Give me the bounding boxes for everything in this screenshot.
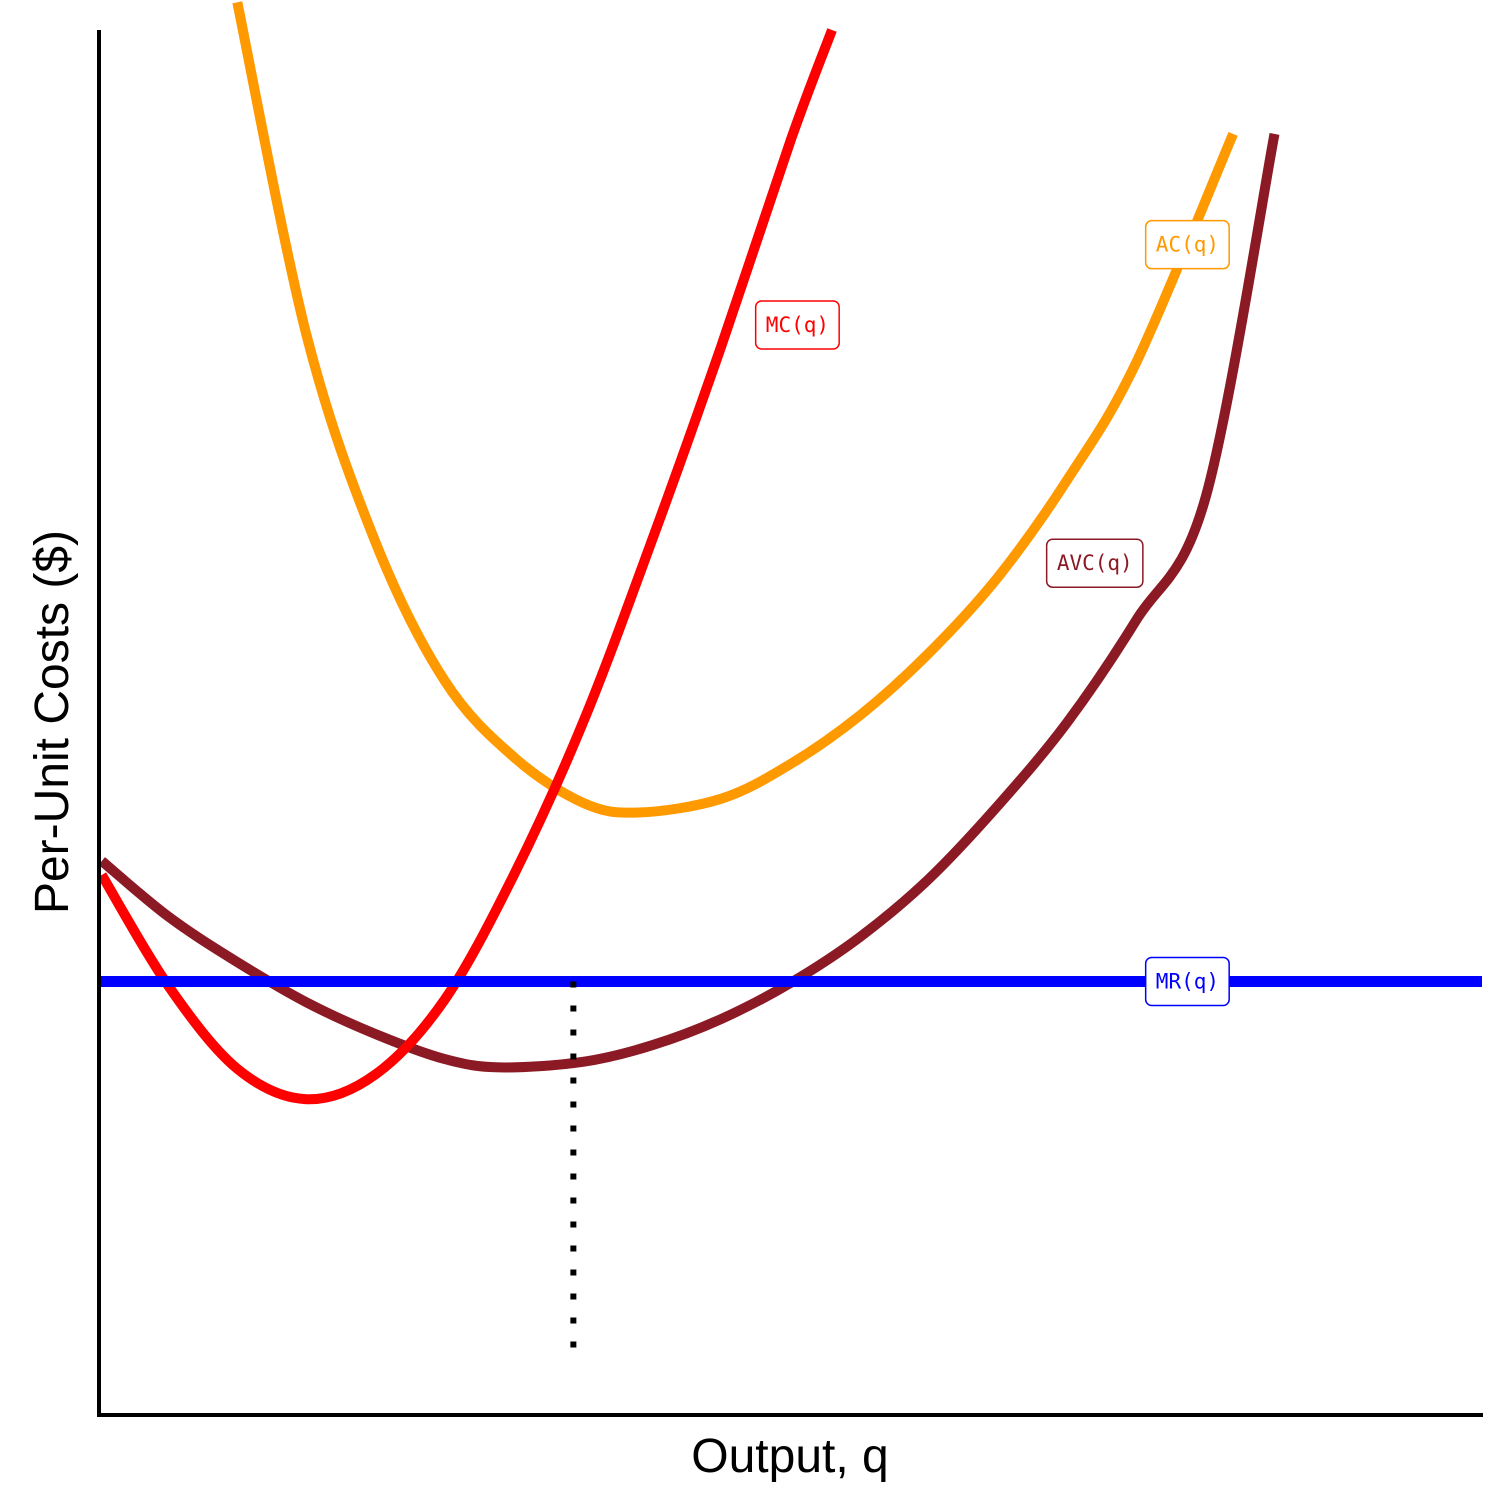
series-line-mc-q xyxy=(97,28,837,1105)
series-line-ac-q xyxy=(232,1,1238,818)
series-labels: MC(q) AC(q) AVC(q) MR(q) xyxy=(754,219,1230,1007)
series-label-text: MR(q) xyxy=(1156,969,1219,993)
series-label-mc-q: MC(q) xyxy=(754,300,840,350)
series-label-text: AC(q) xyxy=(1156,233,1219,257)
y-axis-title: Per-Unit Costs ($) xyxy=(26,530,79,914)
series-label-box xyxy=(1144,219,1230,270)
series-label-avc-q: AVC(q) xyxy=(1045,538,1144,588)
series-label-box xyxy=(1144,956,1230,1007)
series-label-mr-q: MR(q) xyxy=(1144,956,1230,1007)
series-label-box xyxy=(1045,538,1144,588)
x-axis-title: Output, q xyxy=(691,1430,888,1483)
chart-curves xyxy=(97,1,1482,1105)
series-label-text: MC(q) xyxy=(766,313,829,337)
series-label-ac-q: AC(q) xyxy=(1144,219,1230,270)
series-line-avc-q xyxy=(98,132,1280,1073)
series-label-box xyxy=(754,300,840,350)
series-label-text: AVC(q) xyxy=(1057,551,1133,575)
